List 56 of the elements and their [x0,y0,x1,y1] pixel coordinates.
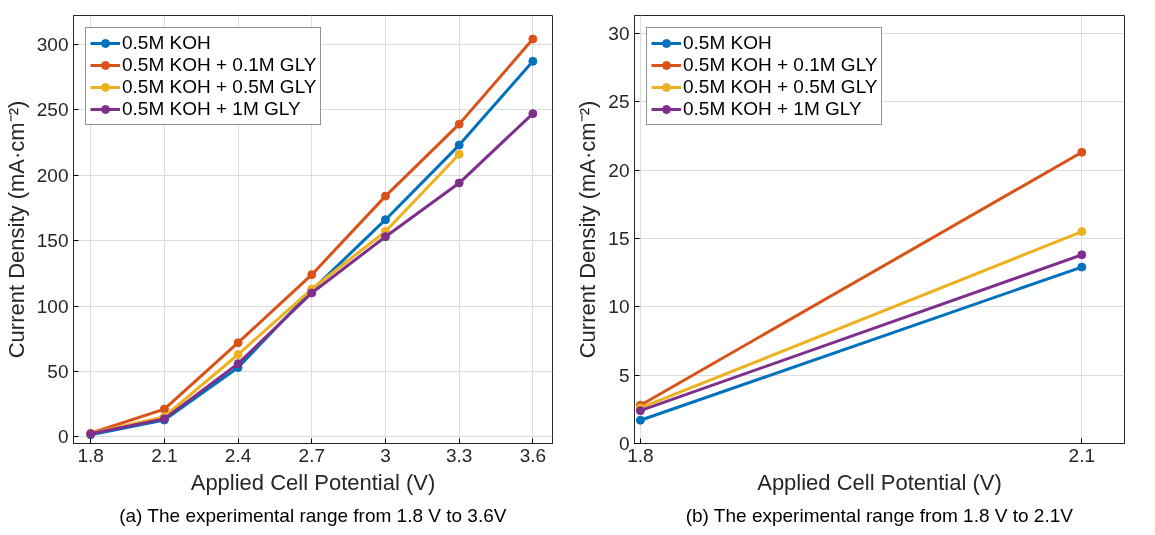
x-tick-label: 3.3 [445,444,473,466]
x-axis-title: Applied Cell Potential (V) [757,469,1002,495]
y-tick-label: 200 [36,164,69,186]
legend-label: 0.5M KOH + 0.5M GLY [122,76,317,98]
y-tick-label: 250 [36,99,69,121]
point [1077,262,1087,272]
x-tick-label: 2.1 [1068,444,1096,466]
y-axis-title: Current Density (mA·cm⁻²) [575,100,601,359]
y-tick-label: 100 [36,295,69,317]
legend-label: 0.5M KOH + 0.1M GLY [683,54,878,76]
point [454,149,464,159]
y-tick-label: 5 [618,364,630,386]
x-axis-title: Applied Cell Potential (V) [190,469,436,495]
point [528,56,538,66]
point [528,34,538,44]
point [380,232,390,242]
x-tick-label: 2.7 [298,444,325,466]
point [233,359,243,369]
point [307,270,317,280]
x-tick-label: 3.6 [519,444,547,466]
point [233,350,243,359]
y-tick-label: 30 [608,22,630,44]
legend-label: 0.5M KOH + 1M GLY [122,98,301,120]
y-axis-title: Current Density (mA·cm⁻²) [3,100,29,359]
legend-label: 0.5M KOH + 1M GLY [683,98,862,120]
text: (b) The experimental range from 1.8 V to 2.1V [685,504,1074,526]
point [380,191,390,201]
legend-label: 0.5M KOH [683,32,772,54]
legend-label: 0.5M KOH [122,32,211,54]
point [454,119,464,129]
point [1077,250,1087,260]
x-tick-label: 1.8 [77,444,104,466]
point [159,404,169,414]
x-tick-label: 2.1 [151,444,178,466]
y-tick-label: 20 [608,159,630,181]
point [233,338,243,348]
point [1077,227,1087,237]
point [1077,147,1087,157]
x-tick-label: 3 [380,444,391,466]
legend-label: 0.5M KOH + 0.1M GLY [122,54,317,76]
y-tick-label: 0 [618,433,630,454]
point [528,109,538,119]
y-tick-label: 150 [36,230,69,252]
point [635,415,645,425]
point [454,178,464,188]
y-tick-label: 300 [36,33,69,55]
x-tick-label: 2.4 [224,444,252,466]
y-tick-label: 25 [608,91,630,113]
y-tick-label: 15 [608,227,630,249]
text: (a) The experimental range from 1.8 V to 3.6V [119,504,507,526]
point [380,215,390,225]
y-tick-label: 0 [57,426,69,448]
y-tick-label: 10 [608,296,630,318]
point [454,140,464,150]
legend-label: 0.5M KOH + 0.5M GLY [683,76,878,98]
y-tick-label: 50 [47,361,69,383]
